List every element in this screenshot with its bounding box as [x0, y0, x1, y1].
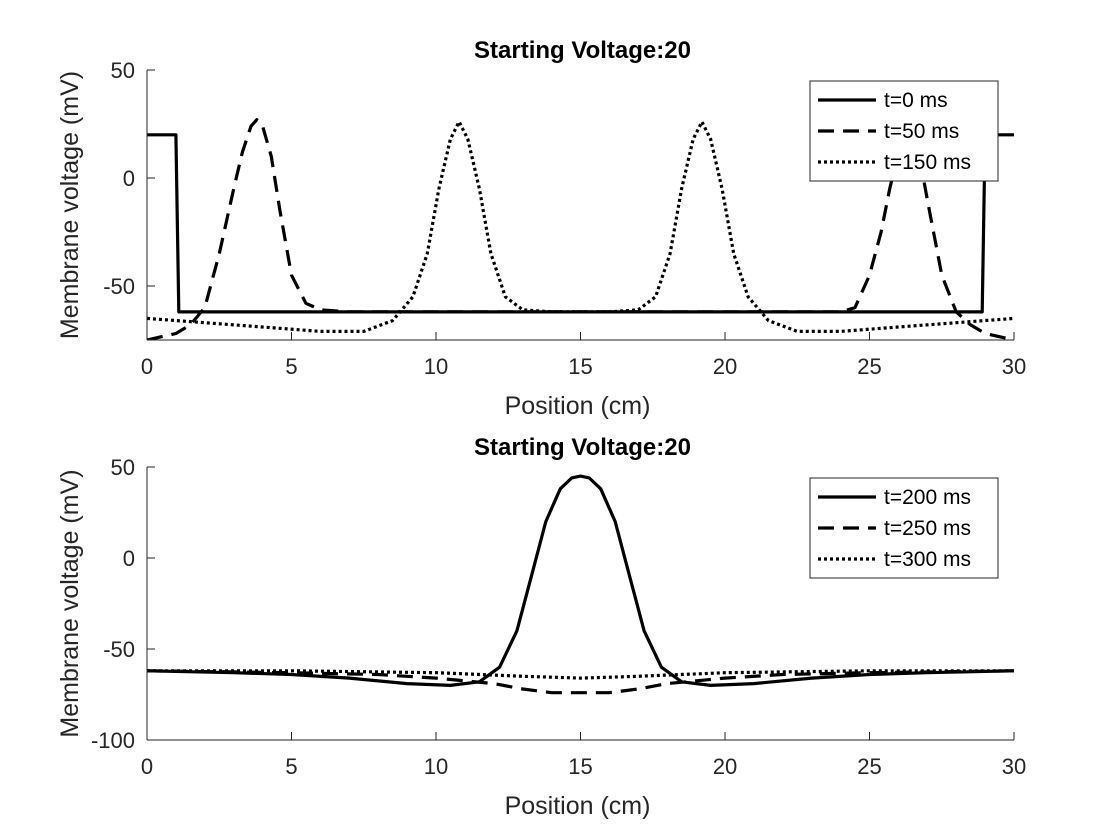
series-line-2-3 [147, 669, 1014, 680]
x-tick-label: 25 [857, 354, 881, 379]
x-tick-label: 5 [285, 354, 297, 379]
legend-entry: t=300 ms [884, 548, 971, 571]
series-line-2-1 [147, 474, 1014, 687]
legend-box [809, 80, 999, 182]
y-tick-label: -50 [103, 637, 135, 662]
legend: t=200 ms t=250 ms t=300 ms [809, 477, 999, 579]
chart-panel-1: 0 5 10 15 20 25 30 -50 0 50 Starting Voltage:20 Pos… [56, 37, 1026, 420]
series-line-1-3 [147, 120, 1014, 333]
x-tick-label: 20 [713, 754, 737, 779]
legend-box [809, 477, 999, 579]
x-tick-label: 25 [857, 754, 881, 779]
x-tick-label: 5 [285, 754, 297, 779]
x-axis-label: Position (cm) [505, 392, 651, 420]
legend-entry: t=150 ms [884, 151, 971, 174]
x-tick-label: 15 [568, 754, 592, 779]
y-axis-label: Membrane voltage (mV) [56, 469, 84, 737]
y-tick-label: 0 [123, 166, 135, 191]
x-tick-label: 10 [424, 354, 448, 379]
x-axis-label: Position (cm) [505, 792, 651, 820]
y-axis-label: Membrane voltage (mV) [56, 71, 84, 339]
y-tick-label: 50 [111, 455, 135, 480]
x-tick-label: 0 [141, 354, 153, 379]
x-tick-label: 30 [1002, 354, 1026, 379]
x-tick-label: 15 [568, 354, 592, 379]
chart-title: Starting Voltage:20 [474, 434, 691, 461]
series-line-2-2 [147, 669, 1014, 695]
y-tick-label: -50 [103, 274, 135, 299]
legend-entry: t=200 ms [884, 486, 971, 509]
x-tick-label: 0 [141, 754, 153, 779]
legend-entry: t=250 ms [884, 517, 971, 540]
y-tick-label: -100 [91, 728, 135, 753]
legend: t=0 ms t=50 ms t=150 ms [809, 80, 999, 182]
x-tick-label: 10 [424, 754, 448, 779]
x-tick-label: 30 [1002, 754, 1026, 779]
x-tick-label: 20 [713, 354, 737, 379]
legend-entry: t=0 ms [884, 89, 948, 112]
y-tick-label: 0 [123, 546, 135, 571]
chart-panel-2: 0 5 10 15 20 25 30 -100 -50 0 50 Starting Voltage:2… [56, 434, 1026, 820]
legend-entry: t=50 ms [884, 120, 959, 143]
y-tick-label: 50 [111, 58, 135, 83]
chart-title: Starting Voltage:20 [474, 37, 691, 64]
